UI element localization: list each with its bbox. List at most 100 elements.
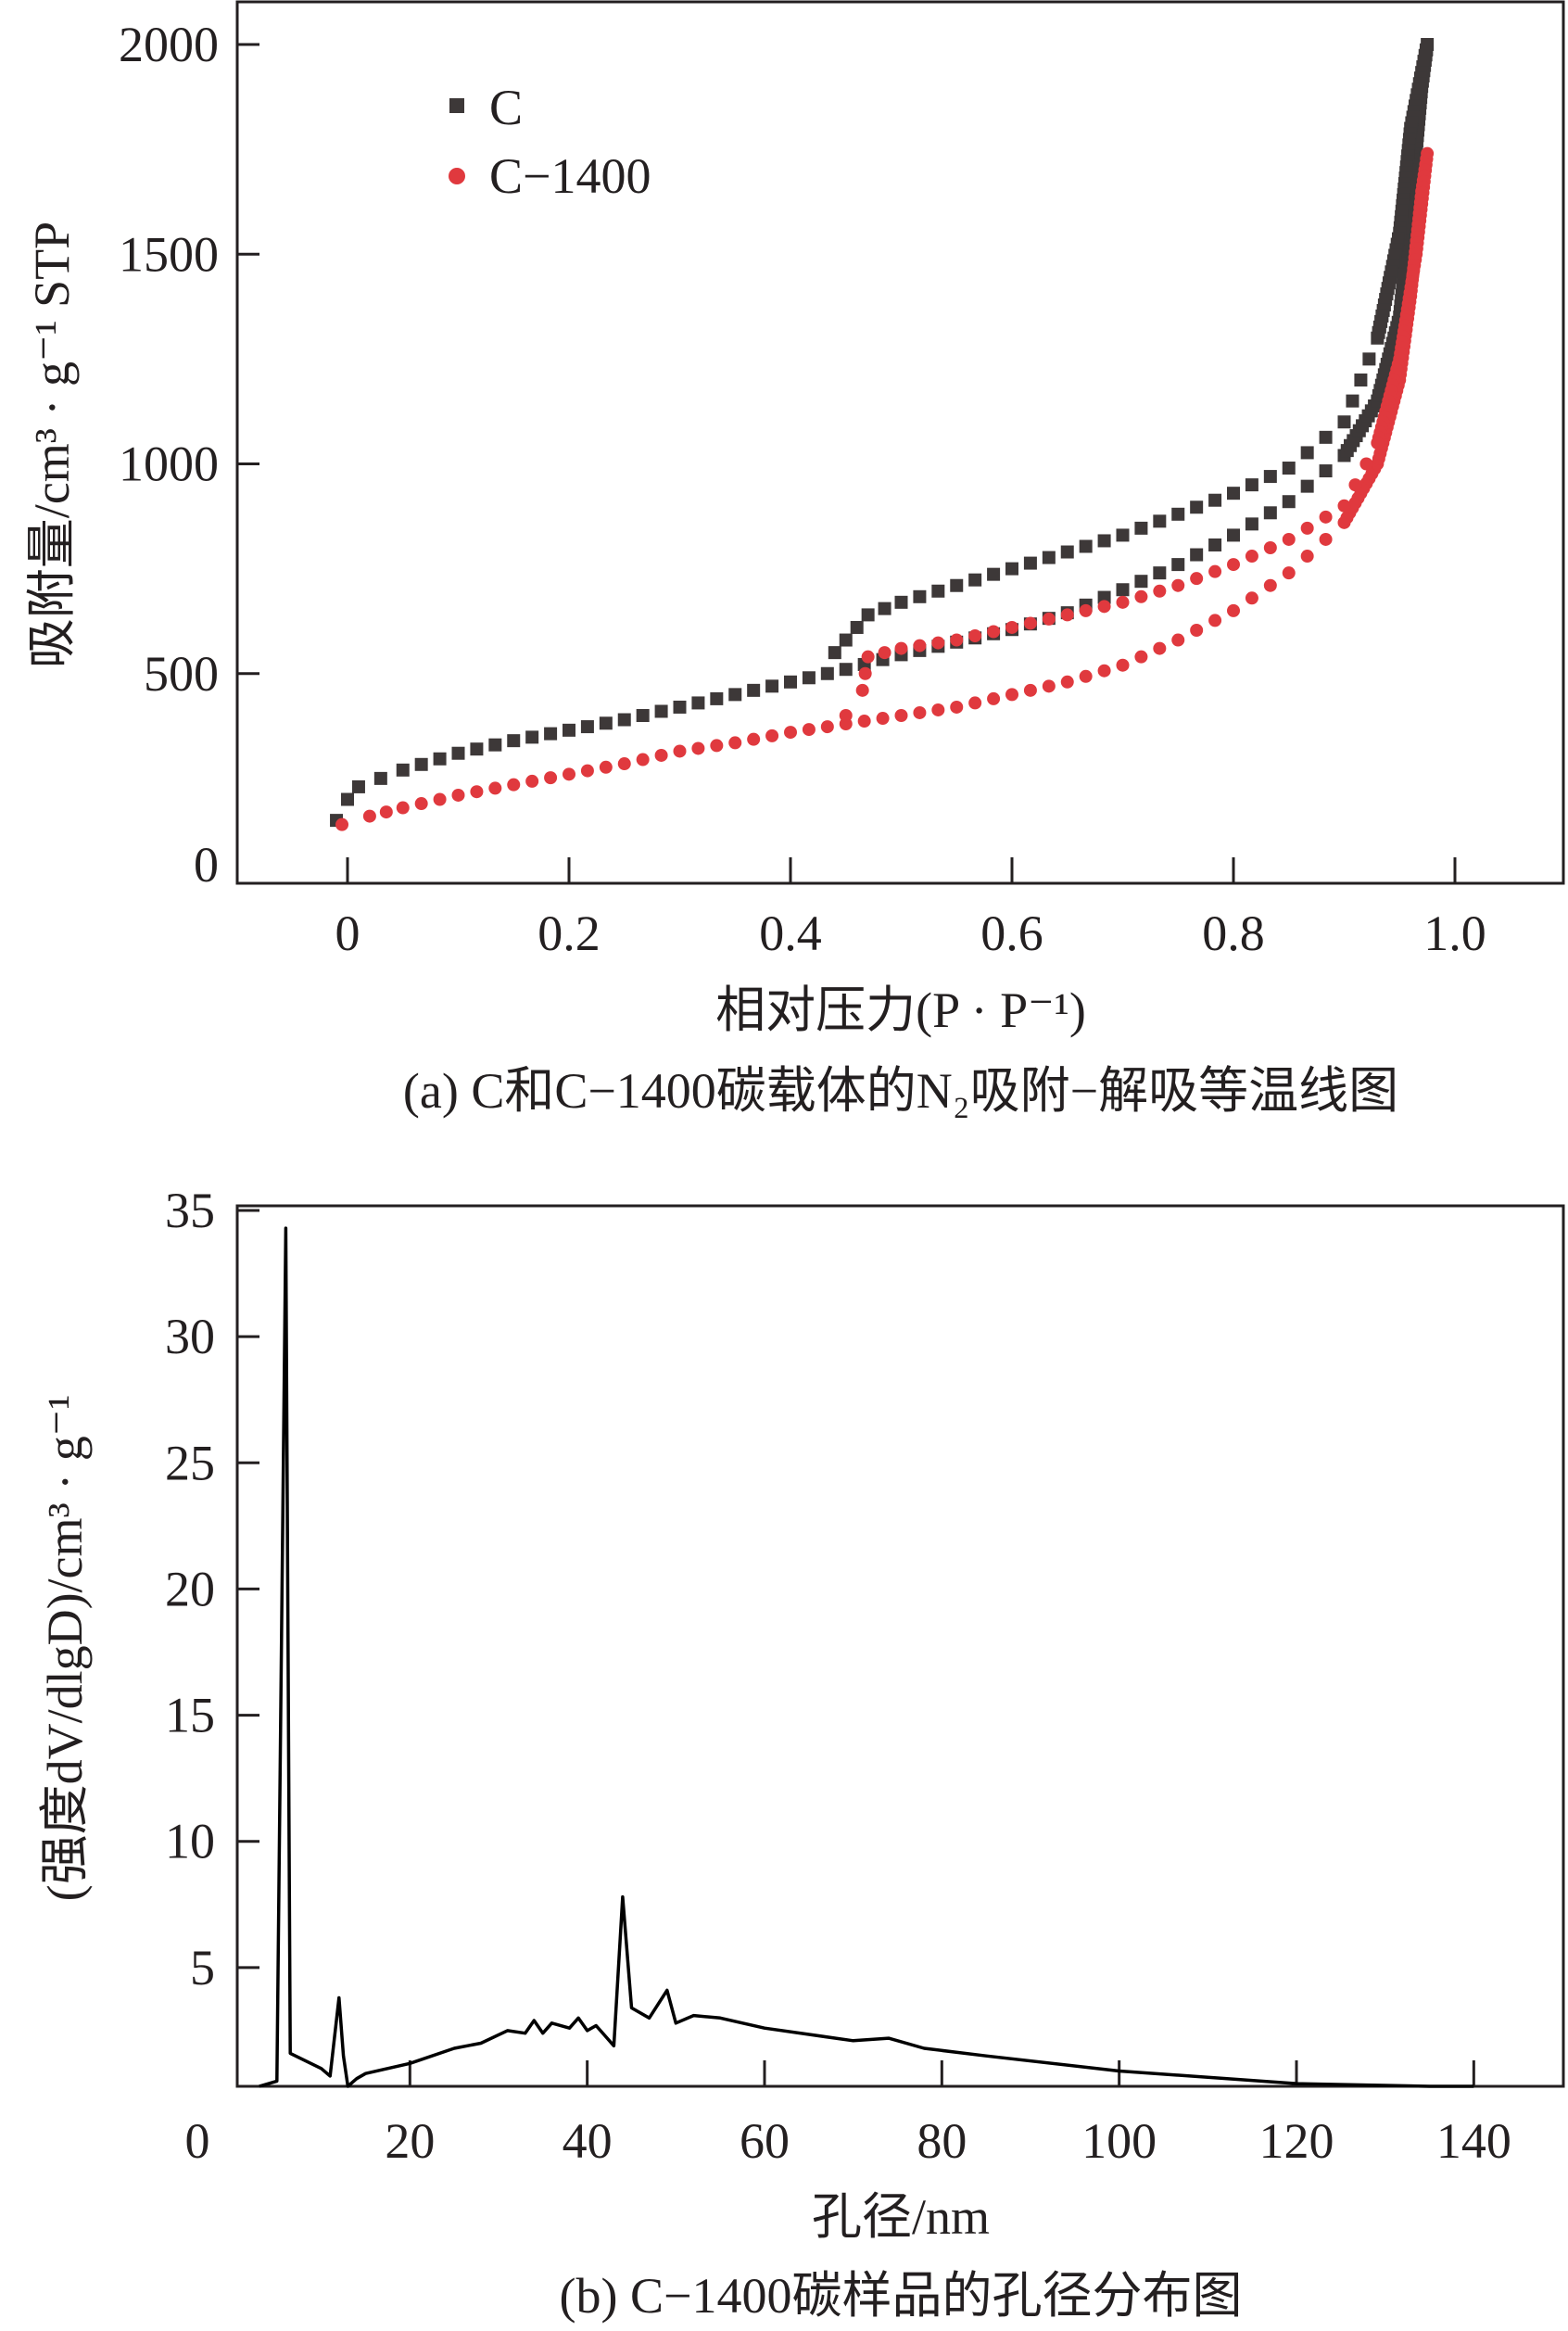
x-tick-label-b: 20 xyxy=(385,2113,435,2169)
point-c-1400-adsorption xyxy=(1116,658,1130,672)
x-tick-label-a: 0 xyxy=(335,906,360,961)
point-c-1400-desorption xyxy=(1359,457,1373,471)
legend-marker-c-1400 xyxy=(449,168,465,184)
point-c-desorption xyxy=(1337,415,1351,429)
point-c-1400-adsorption xyxy=(636,753,650,766)
point-c-desorption xyxy=(828,646,841,660)
point-c-adsorption xyxy=(636,709,650,722)
x-tick-label-b: 100 xyxy=(1081,2113,1157,2169)
y-tick-label-b: 25 xyxy=(165,1435,215,1490)
point-c-adsorption xyxy=(820,666,834,680)
point-c-desorption xyxy=(1346,394,1359,408)
legend-label-c-1400: C−1400 xyxy=(489,148,651,204)
point-c-adsorption xyxy=(1134,575,1148,589)
x-tick-label-b: 60 xyxy=(740,2113,790,2169)
point-c-desorption xyxy=(913,589,927,603)
x-axis-label-b: 孔径/nm xyxy=(812,2189,990,2245)
point-c-1400-desorption xyxy=(894,641,908,655)
point-c-1400-adsorption xyxy=(784,726,797,740)
point-c-1400-adsorption xyxy=(580,764,594,778)
point-c-desorption xyxy=(861,608,875,622)
point-c-1400-desorption xyxy=(1116,595,1130,609)
point-c-desorption xyxy=(1263,470,1277,484)
point-c-1400-adsorption xyxy=(710,739,724,753)
point-c-1400-desorption xyxy=(1282,532,1296,546)
x-tick-label-b: 0 xyxy=(185,2113,210,2169)
legend-label-c: C xyxy=(489,80,523,135)
point-c-desorption xyxy=(968,573,982,587)
point-c-1400-adsorption xyxy=(451,788,465,802)
point-c-1400-desorption xyxy=(950,633,964,647)
x-tick-label-a: 1.0 xyxy=(1423,906,1486,961)
point-c-adsorption xyxy=(414,757,428,771)
point-c-desorption xyxy=(850,620,864,634)
point-c-1400-adsorption xyxy=(507,778,521,792)
y-axis-label-b: (强度dV/dlgD)/cm³ · g⁻¹ xyxy=(37,1395,93,1902)
point-c-1400-desorption xyxy=(968,629,982,643)
pore-distribution-line xyxy=(259,1226,1474,2088)
y-tick-label-a: 0 xyxy=(194,837,219,893)
point-c-desorption xyxy=(1319,430,1333,444)
point-c-1400-desorption xyxy=(1300,521,1314,535)
y-tick-label-b: 15 xyxy=(165,1688,215,1743)
series-marks-a xyxy=(330,38,1435,831)
point-c-adsorption xyxy=(396,763,410,777)
point-c-1400-desorption xyxy=(861,650,875,664)
isotherm-chart: 0 0.2 0.4 0.6 0.8 1.0 0 500 1000 1500 2000 C C−140… xyxy=(24,0,1565,1119)
x-axis-label-a: 相对压力(P · P⁻¹) xyxy=(715,982,1086,1038)
point-c-desorption xyxy=(1023,556,1037,570)
point-c-1400-desorption xyxy=(1079,603,1093,617)
point-c-1400-adsorption xyxy=(1097,664,1111,678)
point-c-desorption xyxy=(1190,500,1204,514)
point-c-adsorption xyxy=(691,696,705,710)
point-c-1400-desorption xyxy=(913,639,927,652)
point-c-adsorption xyxy=(507,734,521,748)
x-tick-label-b: 80 xyxy=(917,2113,967,2169)
point-c-1400-adsorption xyxy=(1282,566,1296,580)
point-c-adsorption xyxy=(599,716,613,730)
point-c-desorption xyxy=(1116,528,1130,542)
point-c-adsorption xyxy=(1282,495,1296,509)
y-tick-label-b: 30 xyxy=(165,1309,215,1364)
point-c-1400-adsorption xyxy=(654,748,668,762)
point-c-1400-adsorption xyxy=(1023,683,1037,697)
y-tick-label-b: 35 xyxy=(165,1183,215,1238)
point-c-adsorption xyxy=(373,771,387,785)
caption-a: (a) C和C−1400碳载体的N₂吸附−解吸等温线图 xyxy=(403,1063,1398,1119)
x-tick-label-a: 0.4 xyxy=(759,906,822,961)
point-c-adsorption xyxy=(802,671,816,685)
point-c-adsorption xyxy=(728,688,742,702)
point-c-1400-adsorption xyxy=(1208,614,1222,627)
point-c-1400-adsorption xyxy=(894,709,908,722)
legend: C C−1400 xyxy=(449,80,651,204)
point-c-1400-adsorption xyxy=(931,703,945,716)
point-c-1400-adsorption xyxy=(802,723,816,737)
point-c-1400-desorption xyxy=(1245,550,1258,564)
x-tick-label-b: 120 xyxy=(1259,2113,1334,2169)
plot-frame-a xyxy=(235,0,1565,885)
point-c-adsorption xyxy=(1208,538,1222,551)
point-c-1400-adsorption xyxy=(1060,675,1074,689)
point-c-1400-adsorption xyxy=(820,720,834,734)
x-tick-label-b: 40 xyxy=(563,2113,613,2169)
point-c-1400-adsorption xyxy=(1300,550,1314,564)
point-c-1400-adsorption xyxy=(1319,532,1333,546)
point-c-desorption xyxy=(1060,545,1074,559)
y-tick-label-b: 10 xyxy=(165,1814,215,1869)
point-c-desorption xyxy=(1097,534,1111,548)
point-c-desorption xyxy=(1153,514,1167,528)
point-c-1400-adsorption xyxy=(470,785,484,799)
point-c-1400-adsorption xyxy=(747,732,761,746)
point-c-1400-adsorption xyxy=(987,691,1001,705)
point-c-1400-adsorption xyxy=(563,767,575,781)
point-c-1400-adsorption xyxy=(728,736,742,750)
point-c-desorption xyxy=(1042,551,1056,564)
y-tick-label-a: 1500 xyxy=(119,226,219,282)
point-c-1400-adsorption xyxy=(617,757,631,771)
point-c-desorption xyxy=(1282,462,1296,475)
point-c-adsorption xyxy=(673,700,687,714)
point-c-1400-desorption xyxy=(987,625,1001,639)
point-c-adsorption xyxy=(1097,590,1111,604)
point-c-1400-desorption xyxy=(1319,510,1333,524)
